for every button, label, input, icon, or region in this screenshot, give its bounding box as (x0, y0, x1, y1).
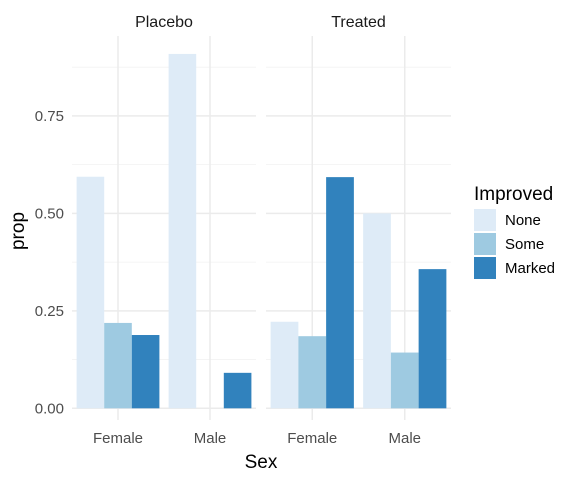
legend-label-some: Some (505, 236, 544, 253)
legend-swatch-some (474, 233, 496, 255)
panel-placebo: Female Male Placebo (72, 14, 256, 447)
legend-swatch-none (474, 209, 496, 231)
y-tick-label: 0.00 (35, 400, 64, 417)
panel-treated: Female Male Treated (266, 14, 451, 447)
legend-label-none: None (505, 212, 541, 229)
bar-treated-female-marked (326, 177, 354, 409)
bar-placebo-female-some (104, 322, 132, 409)
bar-placebo-female-marked (131, 335, 160, 409)
bar-treated-female-some (298, 336, 327, 409)
facet-label-treated: Treated (331, 14, 386, 31)
facet-label-placebo: Placebo (135, 14, 193, 31)
y-tick-label: 0.25 (35, 303, 64, 320)
legend-swatch-marked (474, 257, 496, 279)
y-tick-label: 0.75 (35, 108, 64, 125)
bar-treated-male-marked (418, 269, 447, 409)
legend-label-marked: Marked (505, 260, 555, 277)
bar-treated-female-none (270, 321, 299, 409)
bar-treated-male-none (363, 213, 391, 409)
x-tick-label: Male (388, 430, 421, 447)
bar-placebo-male-none (168, 53, 197, 409)
x-tick-label: Male (194, 430, 227, 447)
bar-treated-male-some (390, 352, 419, 409)
y-axis-title: prop (8, 212, 29, 250)
legend-title: Improved (474, 184, 553, 205)
bar-placebo-male-marked (223, 372, 252, 409)
x-tick-label: Female (93, 430, 143, 447)
x-axis-title: Sex (245, 452, 278, 473)
x-tick-label: Female (287, 430, 337, 447)
y-tick-label: 0.50 (35, 205, 64, 222)
bar-placebo-female-none (76, 176, 105, 409)
legend: Improved None Some Marked (474, 184, 555, 279)
